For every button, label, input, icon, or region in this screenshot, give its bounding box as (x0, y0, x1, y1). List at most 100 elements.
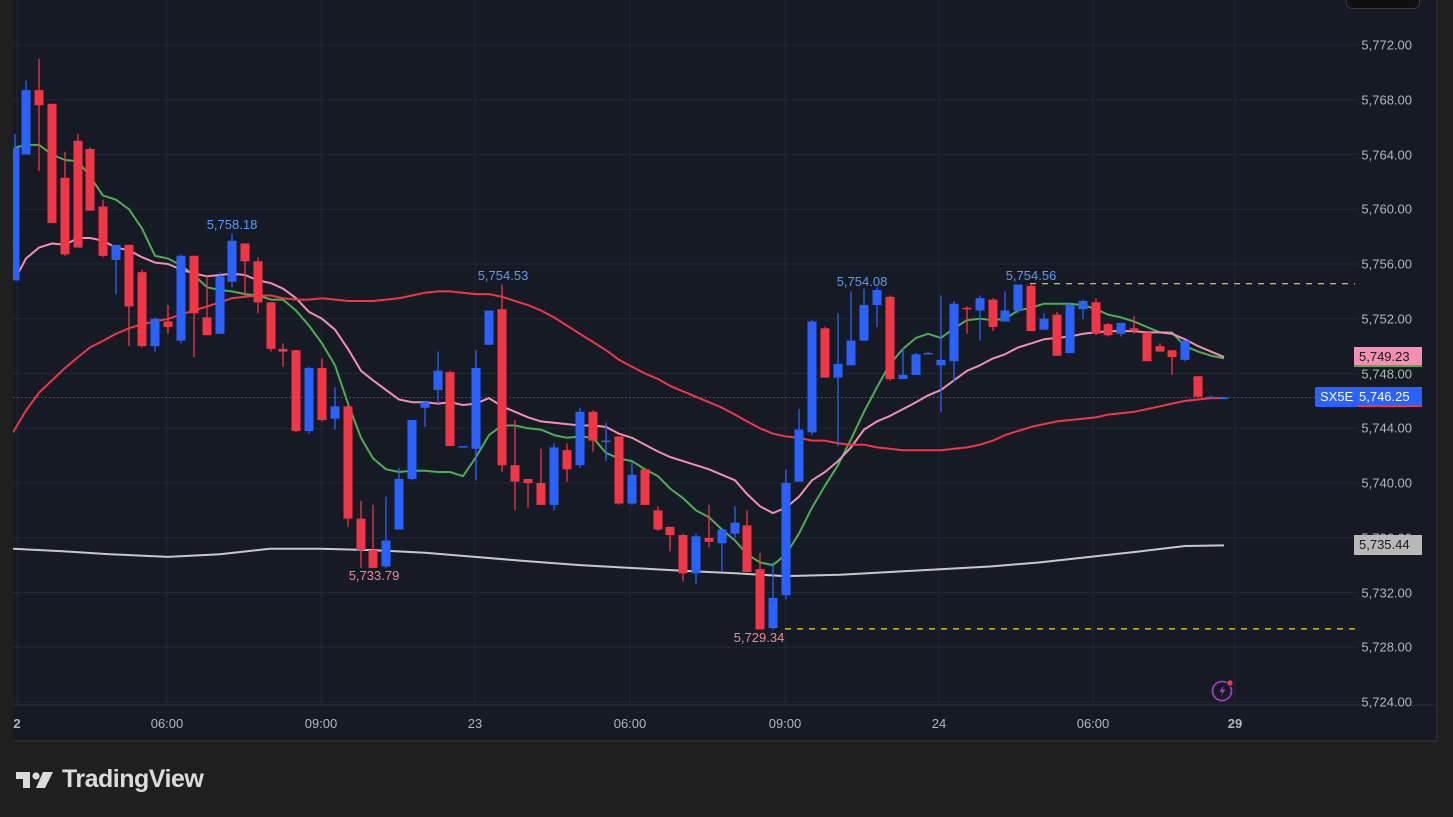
candle-body (1091, 302, 1101, 334)
candle-body (73, 140, 83, 248)
price-tag: 5,735.44 (1354, 535, 1422, 556)
time-axis-label: 2 (13, 716, 21, 731)
candle-body (640, 469, 650, 505)
candle-body (150, 318, 160, 347)
time-axis-label: 23 (467, 716, 483, 731)
candle-body (60, 177, 70, 255)
candle-body (21, 90, 31, 155)
candle-body (820, 328, 830, 378)
candle-body (47, 103, 57, 223)
candle-body (1103, 324, 1113, 336)
candle-body (755, 569, 765, 630)
candle-body (678, 535, 688, 574)
price-annotation: 5,733.79 (348, 568, 400, 583)
candle-body (833, 363, 843, 378)
moving-average-line (14, 237, 1225, 515)
price-axis-label: 5,772.00 (1361, 37, 1412, 53)
time-axis-label: 29 (1227, 716, 1243, 731)
candle-body (536, 483, 546, 505)
candle-body (614, 436, 624, 504)
chart-pane[interactable]: 5,772.00 5,768.00 5,764.00 5,760.00 5,756.00… (13, 0, 1438, 742)
candle-body (368, 550, 378, 568)
candle-body (1078, 300, 1088, 310)
price-tag: 5,746.25 (1354, 387, 1422, 408)
candle-body (859, 305, 869, 341)
candle-body (1039, 318, 1049, 330)
price-axis-label: 5,724.00 (1361, 694, 1412, 710)
candle-body (202, 317, 212, 336)
time-axis-label: 06:00 (150, 716, 184, 731)
top-toolbar-button[interactable] (1346, 0, 1420, 9)
candle-body (1206, 396, 1216, 399)
candle-body (1167, 350, 1177, 358)
candle-body (1000, 310, 1010, 322)
candle-body (1219, 397, 1229, 399)
time-axis-label: 24 (931, 716, 947, 731)
candle-body (1129, 328, 1139, 332)
candle-body (768, 597, 778, 629)
candle-body (266, 302, 276, 349)
candle-body (627, 474, 637, 504)
brand-name: TradingView (62, 765, 204, 793)
candle-body (484, 310, 494, 345)
price-plot[interactable] (13, 0, 1438, 742)
candle-body (1155, 346, 1165, 352)
candle-body (304, 368, 314, 431)
time-axis-label: 09:00 (768, 716, 802, 731)
candle-body (1052, 314, 1062, 356)
price-axis-label: 5,740.00 (1361, 475, 1412, 491)
candle-body (949, 303, 959, 362)
candle-body (988, 299, 998, 327)
candle-body (885, 296, 895, 379)
candle-body (189, 255, 199, 314)
candle-body (588, 411, 598, 441)
time-axis-label: 06:00 (613, 716, 647, 731)
lightning-alert-icon[interactable] (1211, 678, 1235, 702)
candle-body (653, 510, 663, 530)
candle-body (98, 206, 108, 256)
price-annotation: 5,754.56 (1005, 268, 1057, 283)
candle-body (497, 309, 507, 466)
candle-body (317, 368, 327, 421)
candle-body (898, 374, 908, 379)
candle-body (445, 372, 455, 447)
symbol-tag: SX5E (1315, 387, 1359, 408)
candle-body (691, 536, 701, 574)
candle-body (846, 340, 856, 366)
time-axis-label: 09:00 (304, 716, 338, 731)
candle-body (227, 240, 237, 282)
time-axis-label: 06:00 (1076, 716, 1110, 731)
price-axis-label: 5,728.00 (1361, 639, 1412, 655)
candle-body (1116, 322, 1126, 334)
candle-body (562, 450, 572, 470)
candle-body (911, 354, 921, 375)
price-annotation: 5,754.08 (836, 274, 888, 289)
price-axis-label: 5,732.00 (1361, 585, 1412, 600)
candle-body (13, 147, 20, 281)
candle-body (356, 518, 366, 551)
candle-body (407, 420, 417, 479)
price-axis-label: 5,744.00 (1361, 420, 1412, 436)
candle-body (124, 244, 134, 307)
candle-body (381, 540, 391, 567)
price-annotation: 5,729.34 (733, 630, 785, 645)
candle-body (343, 406, 353, 519)
candle-body (420, 402, 430, 408)
tradingview-logo[interactable]: TradingView (16, 765, 204, 794)
candle-body (433, 370, 443, 390)
price-axis-label: 5,756.00 (1361, 256, 1412, 272)
price-axis-label: 5,764.00 (1361, 147, 1412, 162)
price-annotation: 5,754.53 (477, 268, 529, 283)
price-axis-label: 5,752.00 (1361, 311, 1412, 327)
candle-body (717, 529, 727, 544)
candle-body (330, 406, 340, 419)
candle-body (85, 149, 95, 211)
candle-body (240, 243, 250, 262)
candle-body (1193, 376, 1203, 397)
candle-body (137, 272, 147, 347)
candle-body (458, 446, 468, 448)
price-axis-label: 5,768.00 (1361, 92, 1412, 108)
candle-body (1065, 305, 1075, 353)
price-axis-label: 5,748.00 (1361, 366, 1412, 381)
price-annotation: 5,758.18 (206, 217, 258, 232)
